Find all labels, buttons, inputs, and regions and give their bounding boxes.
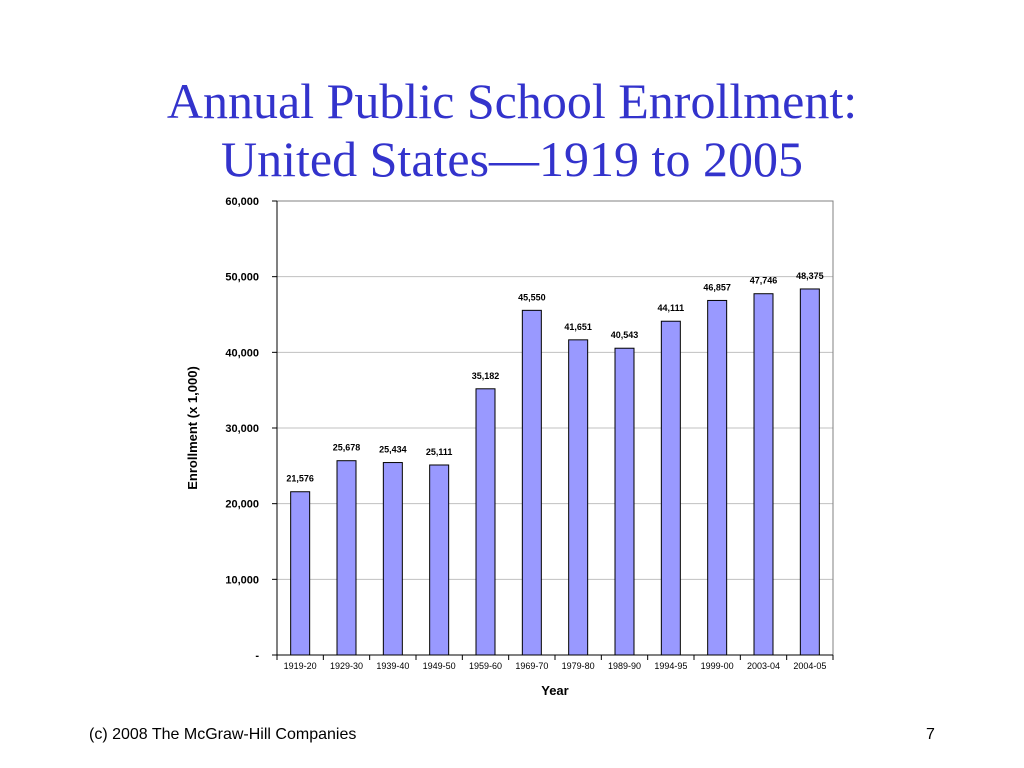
y-tick-label: 50,000 [225,272,259,284]
page-number: 7 [926,726,935,743]
data-label-2004-05: 48,375 [796,271,824,281]
axes: - 10,000 20,000 30,000 40,000 50,000 60,000 191… [225,196,834,671]
x-tick-label-1939-40: 1939-40 [376,661,409,671]
x-tick-label-1919-20: 1919-20 [284,661,317,671]
bar-1994-95 [660,320,681,656]
bar-1969-70 [521,309,542,656]
slide-title: Annual Public School Enrollment: United … [0,72,1024,188]
slide-title-line-1: Annual Public School Enrollment: [166,73,858,129]
bar-1959-60 [475,388,496,656]
bar-1929-30 [336,460,357,656]
y-tick-label: 60,000 [225,196,259,208]
y-tick-label: 40,000 [225,347,259,359]
x-tick-label-2003-04: 2003-04 [747,661,780,671]
slide-title-line-2: United States—1919 to 2005 [221,131,803,187]
bar-1939-40 [382,462,403,656]
copyright-footer: (c) 2008 The McGraw-Hill Companies [89,726,357,743]
y-tick-label: 10,000 [225,574,259,586]
bar-1919-20 [290,491,311,656]
x-tick-label-1994-95: 1994-95 [654,661,687,671]
x-tick-label-1959-60: 1959-60 [469,661,502,671]
bar-1989-90 [614,347,635,656]
x-tick-label-1969-70: 1969-70 [515,661,548,671]
data-label-1994-95: 44,111 [658,303,685,313]
data-label-1969-70: 45,550 [518,292,546,302]
x-tick-label-1979-80: 1979-80 [562,661,595,671]
data-label-1929-30: 25,678 [333,443,361,453]
data-label-1919-20: 21,576 [286,474,314,484]
x-tick-label-1999-00: 1999-00 [701,661,734,671]
bars [290,288,820,656]
x-tick-label-1929-30: 1929-30 [330,661,363,671]
x-tick-label-2004-05: 2004-05 [793,661,826,671]
data-label-1949-50: 25,111 [426,447,453,457]
gridlines [277,276,833,580]
bar-1999-00 [707,299,728,656]
data-labels: 21,576 25,678 25,434 25,111 35,182 45,550 41,6… [286,271,823,484]
bar-2003-04 [753,293,774,656]
data-label-1979-80: 41,651 [564,322,592,332]
y-axis-title: Enrollment (x 1,000) [185,366,200,490]
data-label-1939-40: 25,434 [379,445,407,455]
data-label-1959-60: 35,182 [472,371,500,381]
y-tick-label: - [255,650,259,662]
data-label-2003-04: 47,746 [750,276,778,286]
x-tick-label-1949-50: 1949-50 [423,661,456,671]
bar-1949-50 [429,464,450,656]
x-axis-title: Year [541,683,568,698]
bar-2004-05 [799,288,820,656]
x-tick-label-1989-90: 1989-90 [608,661,641,671]
data-label-1989-90: 40,543 [611,330,639,340]
y-tick-label: 30,000 [225,423,259,435]
data-label-1999-00: 46,857 [703,282,731,292]
bar-1979-80 [568,339,589,656]
y-tick-label: 20,000 [225,499,259,511]
